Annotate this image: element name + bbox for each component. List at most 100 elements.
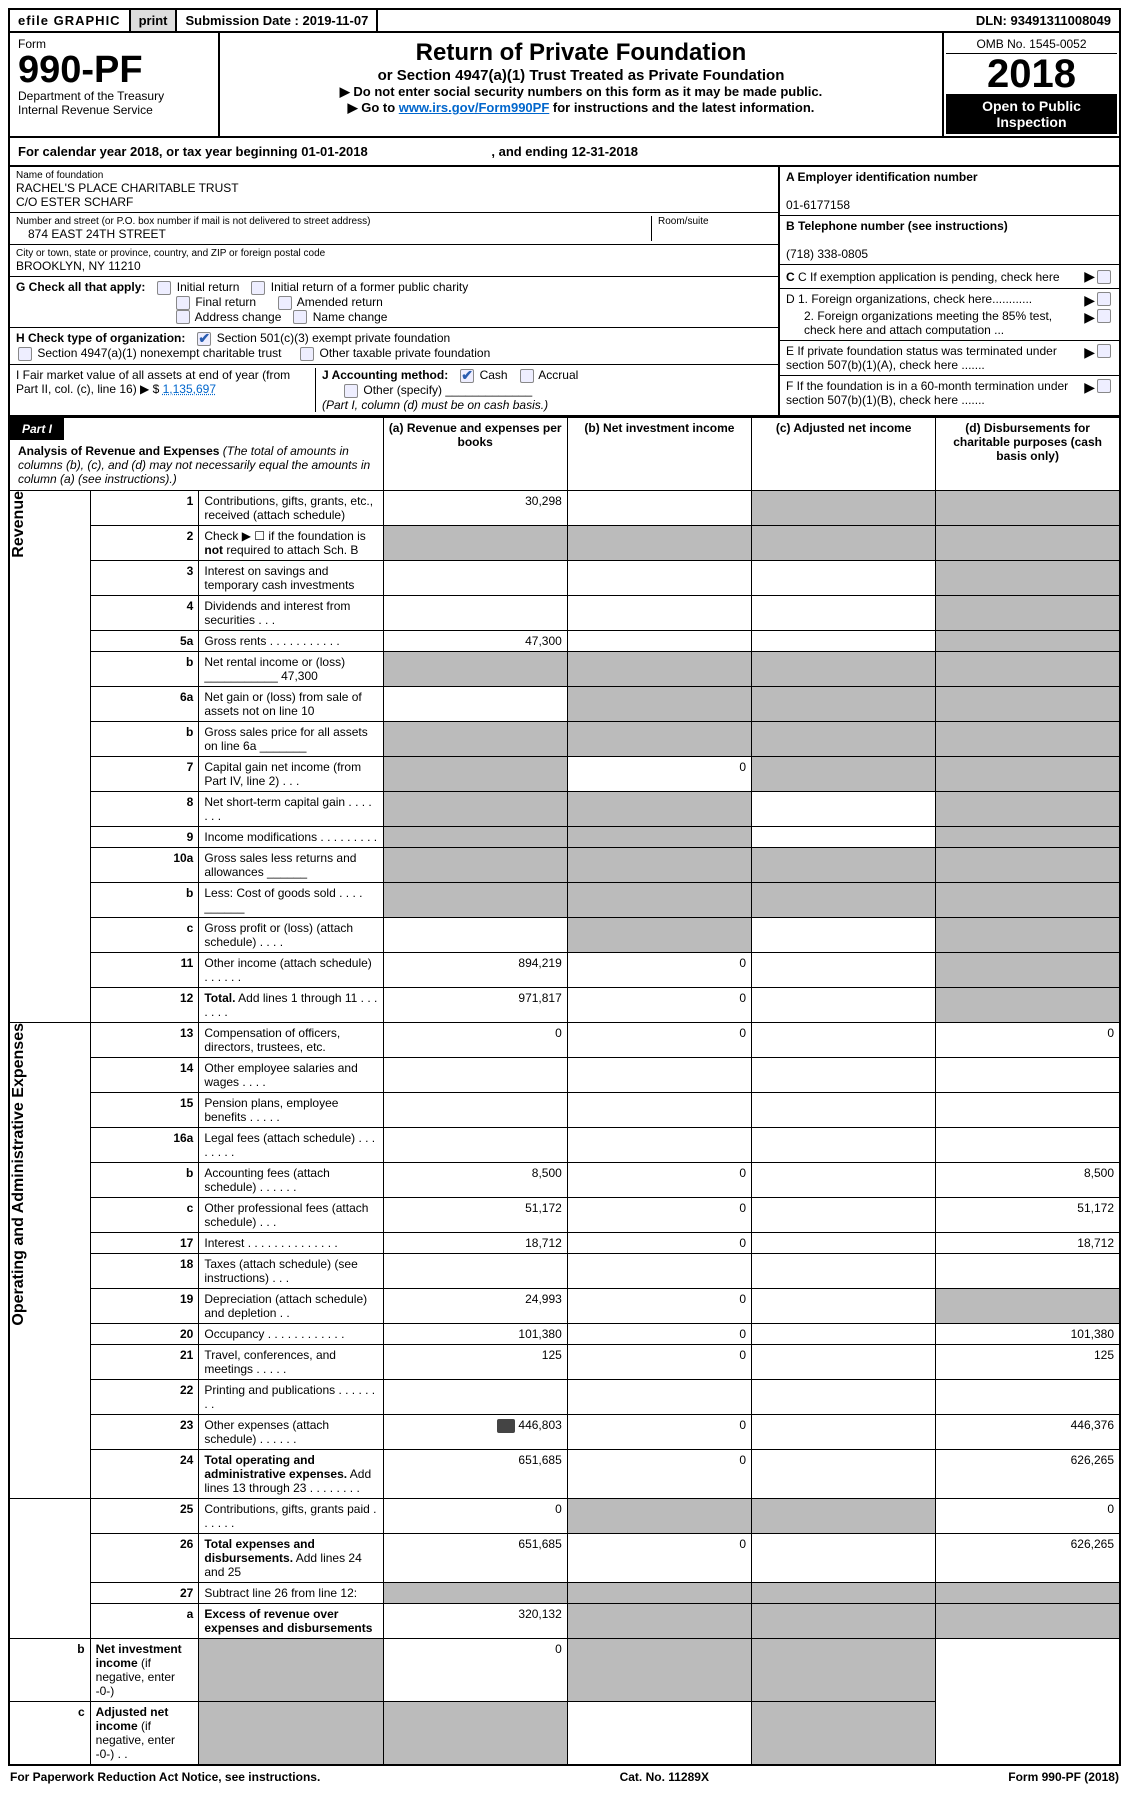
line-17-col-a: 18,712 — [383, 1232, 567, 1253]
line-20-col-d: 101,380 — [936, 1323, 1120, 1344]
line-4-col-b — [567, 595, 751, 630]
line-description: Excess of revenue over expenses and disb… — [199, 1603, 383, 1638]
line-11-col-c — [752, 952, 936, 987]
line-1-col-a: 30,298 — [383, 490, 567, 525]
line-26-col-a: 651,685 — [383, 1533, 567, 1582]
part1-table: Part I Analysis of Revenue and Expenses … — [8, 417, 1121, 1766]
line-13-col-c — [752, 1022, 936, 1057]
checkbox-other-method[interactable] — [344, 384, 358, 398]
line-number: 24 — [90, 1449, 199, 1498]
line-row-c: cAdjusted net income (if negative, enter… — [9, 1701, 1120, 1765]
line-14-col-b — [567, 1057, 751, 1092]
checkbox-name[interactable] — [293, 310, 307, 324]
checkbox-501c3[interactable] — [197, 332, 211, 346]
checkbox-c[interactable] — [1097, 270, 1111, 284]
line-number: 17 — [90, 1232, 199, 1253]
attachment-icon[interactable] — [497, 1419, 515, 1433]
checkbox-address[interactable] — [176, 310, 190, 324]
line-b-col-c — [752, 1162, 936, 1197]
opt-501c3: Section 501(c)(3) exempt private foundat… — [217, 331, 450, 345]
checkbox-d1[interactable] — [1097, 292, 1111, 306]
line-21-col-a: 125 — [383, 1344, 567, 1379]
print-button[interactable]: print — [131, 10, 178, 31]
line-a-col-b — [567, 1603, 751, 1638]
line-25-col-d: 0 — [936, 1498, 1120, 1533]
line-10a-col-a — [383, 847, 567, 882]
line-description: Occupancy . . . . . . . . . . . . — [199, 1323, 383, 1344]
line-row-25: 25Contributions, gifts, grants paid . . … — [9, 1498, 1120, 1533]
line-number: 16a — [90, 1127, 199, 1162]
line-number: 19 — [90, 1288, 199, 1323]
line-number: 4 — [90, 595, 199, 630]
arrow-icon: ▶ — [1084, 268, 1095, 285]
phone-block: B Telephone number (see instructions) (7… — [780, 216, 1119, 265]
form-subtitle: or Section 4947(a)(1) Trust Treated as P… — [226, 67, 936, 84]
opt-4947: Section 4947(a)(1) nonexempt charitable … — [37, 346, 281, 360]
checkbox-e[interactable] — [1097, 344, 1111, 358]
line-description: Adjusted net income (if negative, enter … — [90, 1701, 199, 1765]
part1-title: Analysis of Revenue and Expenses — [18, 444, 219, 458]
line-description: Other expenses (attach schedule) . . . .… — [199, 1414, 383, 1449]
checkbox-other-tax[interactable] — [300, 347, 314, 361]
part1-header-row: Part I Analysis of Revenue and Expenses … — [9, 417, 1120, 490]
d1-label: D 1. Foreign organizations, check here..… — [786, 292, 1084, 309]
line-12-col-a: 971,817 — [383, 987, 567, 1022]
line-9-col-b — [567, 826, 751, 847]
line-row-9: 9Income modifications . . . . . . . . . — [9, 826, 1120, 847]
instructions-link[interactable]: www.irs.gov/Form990PF — [399, 100, 550, 115]
checkbox-d2[interactable] — [1097, 309, 1111, 323]
line-row-10a: 10aGross sales less returns and allowanc… — [9, 847, 1120, 882]
line-number: 14 — [90, 1057, 199, 1092]
line-row-5a: 5aGross rents . . . . . . . . . . .47,30… — [9, 630, 1120, 651]
checkbox-amended[interactable] — [278, 296, 292, 310]
line-description: Interest . . . . . . . . . . . . . . — [199, 1232, 383, 1253]
line-number: 13 — [90, 1022, 199, 1057]
line-23-col-a: 446,803 — [383, 1414, 567, 1449]
checkbox-cash[interactable] — [460, 369, 474, 383]
city-block: City or town, state or province, country… — [10, 245, 778, 277]
line-23-col-b: 0 — [567, 1414, 751, 1449]
arrow-icon-d1: ▶ — [1084, 292, 1095, 309]
line-2-col-a — [383, 525, 567, 560]
room-block: Room/suite — [652, 216, 772, 241]
line-25-col-b — [567, 1498, 751, 1533]
line-row-23: 23Other expenses (attach schedule) . . .… — [9, 1414, 1120, 1449]
header-center: Return of Private Foundation or Section … — [220, 33, 944, 136]
line-b-col-a — [383, 721, 567, 756]
checkbox-4947[interactable] — [18, 347, 32, 361]
line-18-col-b — [567, 1253, 751, 1288]
line-19-col-a: 24,993 — [383, 1288, 567, 1323]
line-description: Less: Cost of goods sold . . . . ______ — [199, 882, 383, 917]
line-c-col-d: 51,172 — [936, 1197, 1120, 1232]
c-block: C C If exemption application is pending,… — [780, 265, 1119, 289]
line-24-col-c — [752, 1449, 936, 1498]
line-b-col-a: 8,500 — [383, 1162, 567, 1197]
checkbox-initial-former[interactable] — [251, 281, 265, 295]
footer-left: For Paperwork Reduction Act Notice, see … — [10, 1770, 320, 1784]
line-number: c — [9, 1701, 90, 1765]
line-row-18: 18Taxes (attach schedule) (see instructi… — [9, 1253, 1120, 1288]
opt-cash: Cash — [480, 368, 508, 382]
irs-label: Internal Revenue Service — [18, 103, 153, 117]
checkbox-initial-return[interactable] — [157, 281, 171, 295]
arrow-icon-f: ▶ — [1084, 379, 1095, 407]
line-13-col-b: 0 — [567, 1022, 751, 1057]
form-title: Return of Private Foundation — [226, 39, 936, 67]
line-number: 18 — [90, 1253, 199, 1288]
checkbox-final[interactable] — [176, 296, 190, 310]
foundation-name-block: Name of foundation RACHEL'S PLACE CHARIT… — [10, 167, 778, 213]
line-c-col-b — [567, 917, 751, 952]
line-row-6a: 6aNet gain or (loss) from sale of assets… — [9, 686, 1120, 721]
opt-name: Name change — [313, 310, 388, 324]
checkbox-accrual[interactable] — [520, 369, 534, 383]
checkbox-f[interactable] — [1097, 379, 1111, 393]
line-22-col-b — [567, 1379, 751, 1414]
line-c-col-a — [199, 1701, 383, 1765]
line-number: c — [90, 917, 199, 952]
line-description: Capital gain net income (from Part IV, l… — [199, 756, 383, 791]
line-7-col-b: 0 — [567, 756, 751, 791]
line-row-b: bNet rental income or (loss) ___________… — [9, 651, 1120, 686]
top-bar: efile GRAPHIC print Submission Date : 20… — [8, 8, 1121, 33]
j-label: J Accounting method: — [322, 368, 448, 382]
entity-row: Name of foundation RACHEL'S PLACE CHARIT… — [8, 167, 1121, 417]
